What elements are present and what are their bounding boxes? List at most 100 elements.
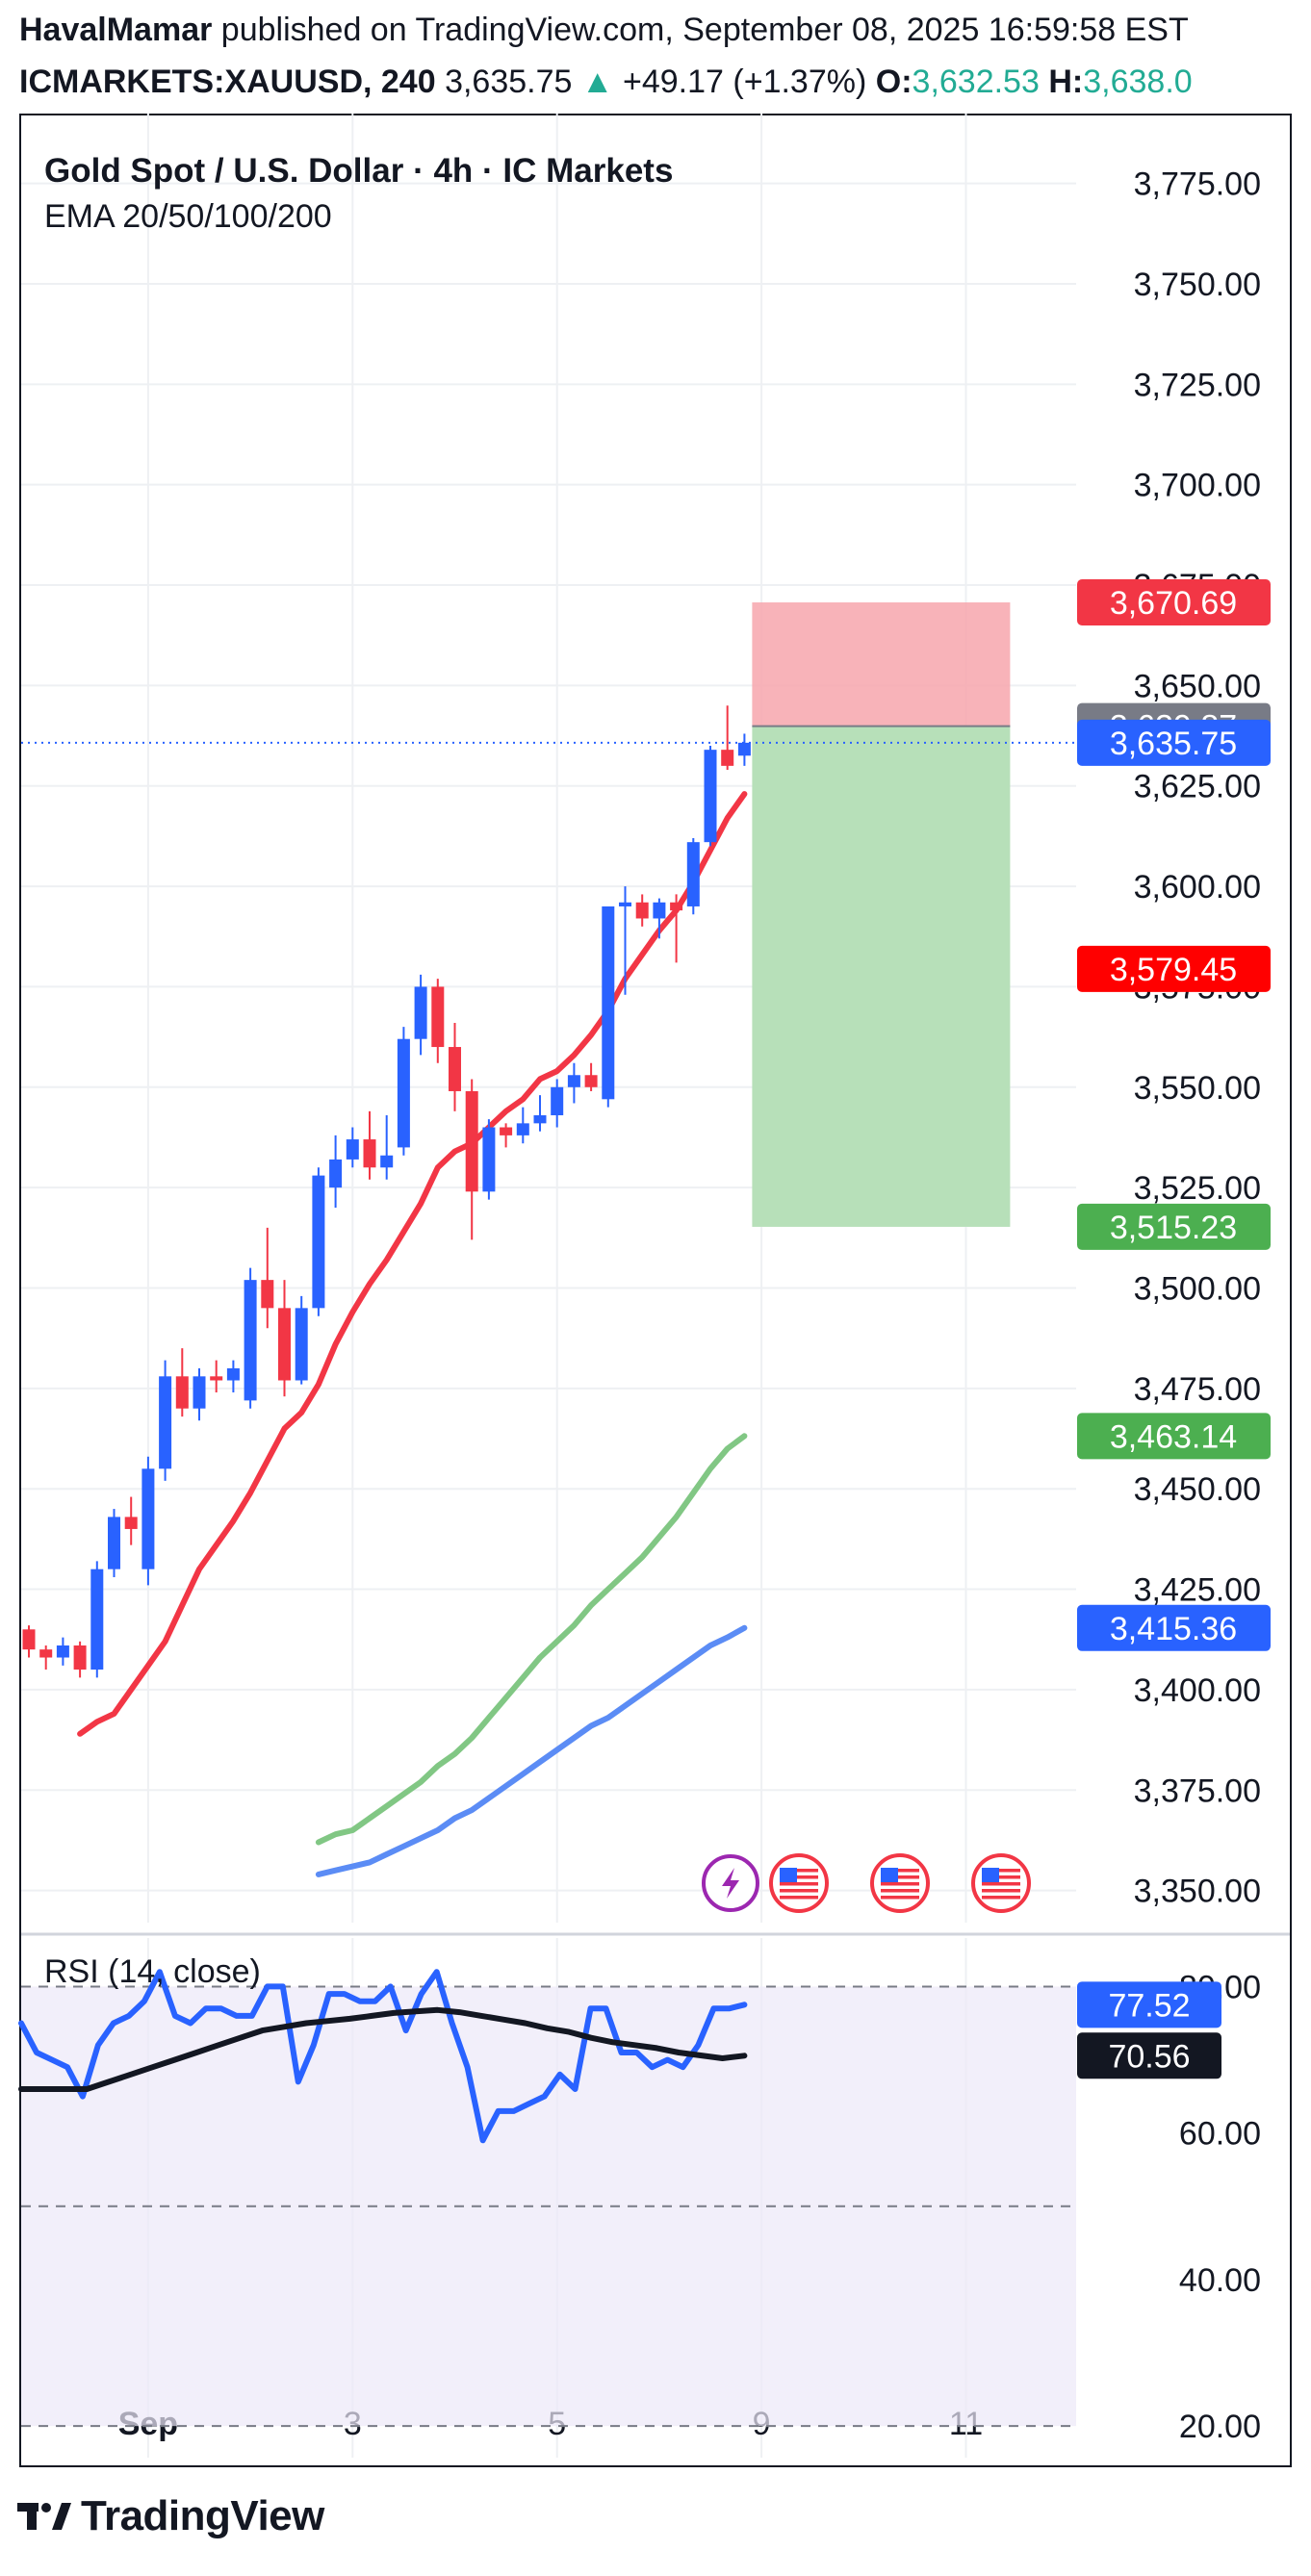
rsi-tick-label: 60.00 [1179,2116,1261,2153]
candle-body [56,1645,69,1658]
flag-stripe [780,1889,818,1893]
candle-body [261,1280,274,1309]
candle-body [704,750,717,843]
ema-line [315,1433,748,1846]
rsi-value-label: 77.52 [1108,1987,1190,2024]
flag-stripe [982,1889,1020,1893]
flag-stripe [780,1896,818,1900]
candle-body [737,742,751,756]
rsi-line [18,1969,748,2144]
flag-canton [982,1868,999,1882]
y-tick-label: 3,650.00 [1134,668,1261,704]
candle-body [482,1127,496,1192]
price-label-box [1077,945,1271,992]
candle-body [295,1308,308,1381]
candle-body [551,1086,564,1116]
stop-loss-zone [752,602,1011,727]
ema-line [77,791,748,1737]
symbol-info: ICMARKETS:XAUUSD, 240 3,635.75 ▲ +49.17 … [19,64,1193,101]
flag-canton [881,1868,898,1882]
candle-body [175,1376,189,1409]
last-price: 3,635.75 [445,64,573,100]
candle-body [635,902,649,919]
price-label: 3,579.45 [1110,952,1237,988]
candle-body [90,1569,104,1671]
flag-stripe [780,1875,818,1879]
flag-stripe [982,1869,1020,1873]
y-tick-label: 3,600.00 [1134,869,1261,905]
candle-body [602,905,615,1100]
tradingview-logo-icon [17,2503,71,2530]
ema-line [315,1624,748,1877]
candle-body [226,1367,240,1381]
price-label: 3,463.14 [1110,1418,1237,1455]
rsi-tick-label: 20.00 [1179,2409,1261,2445]
candle-body [141,1468,155,1569]
candle-body [39,1649,53,1658]
brand-name: TradingView [81,2492,324,2539]
chart-legend: Gold Spot / U.S. Dollar · 4h · IC Market… [44,152,673,236]
flag-stripe [780,1869,818,1873]
y-tick-label: 3,400.00 [1134,1672,1261,1709]
tradingview-logo[interactable]: TradingView [17,2492,324,2540]
price-label-box [1077,1413,1271,1460]
y-tick-label: 3,750.00 [1134,267,1261,303]
rsi-value-box [1077,2032,1221,2079]
price-label: 3,635.75 [1110,726,1237,762]
y-tick-label: 3,625.00 [1134,769,1261,805]
flag-stripe [881,1869,919,1873]
rsi-tick-label: 40.00 [1179,2262,1261,2299]
y-tick-label: 3,375.00 [1134,1773,1261,1809]
candle-body [533,1115,547,1124]
high-label: H: [1048,64,1084,100]
open-value: 3,632.53 [912,64,1040,100]
price-label-box [1077,1604,1271,1651]
price-change: +49.17 (+1.37%) [623,64,867,100]
candle-body [108,1517,120,1569]
candle-body [380,1155,394,1168]
author-name[interactable]: HavalMamar [19,12,213,48]
flag-stripe [881,1882,919,1886]
y-tick-label: 3,450.00 [1134,1471,1261,1508]
y-tick-label: 3,425.00 [1134,1572,1261,1609]
chart-title: Gold Spot / U.S. Dollar · 4h · IC Market… [44,152,674,190]
candle-body [670,902,683,911]
indicator-label: EMA 20/50/100/200 [44,198,332,235]
price-label: 3,670.69 [1110,585,1237,622]
y-tick-label: 3,725.00 [1134,367,1261,403]
flag-canton [780,1868,797,1882]
lightning-bolt [722,1868,739,1899]
candle-body [244,1280,257,1401]
y-tick-label: 3,525.00 [1134,1170,1261,1207]
candle-body [653,902,666,919]
candle-body [210,1376,223,1381]
candle-body [567,1075,580,1087]
y-tick-label: 3,350.00 [1134,1874,1261,1910]
candle-body [397,1038,410,1148]
y-tick-label: 3,500.00 [1134,1270,1261,1307]
candle-body [465,1090,478,1192]
candle-body [619,902,631,906]
rsi-value-label: 70.56 [1108,2038,1190,2075]
candle-body [516,1123,529,1135]
chart-frame [19,114,1292,2467]
price-label-box [1077,1203,1271,1250]
flag-stripe [881,1896,919,1900]
candle-body [346,1139,359,1160]
publish-info: HavalMamar published on TradingView.com,… [19,12,1189,49]
candle-body [193,1376,206,1409]
y-tick-label: 3,775.00 [1134,166,1261,203]
flag-stripe [982,1875,1020,1879]
price-label: 3,415.36 [1110,1611,1237,1647]
open-label: O: [875,64,913,100]
candle-body [431,986,445,1048]
take-profit-zone [752,726,1011,1227]
symbol-label: ICMARKETS:XAUUSD, 240 [19,64,436,100]
flag-stripe [881,1889,919,1893]
high-value: 3,638.0 [1083,64,1193,100]
rsi-title: RSI (14, close) [44,1953,261,1990]
rsi-value-box [1077,1981,1221,2028]
candle-body [73,1645,87,1671]
candle-body [414,986,427,1039]
